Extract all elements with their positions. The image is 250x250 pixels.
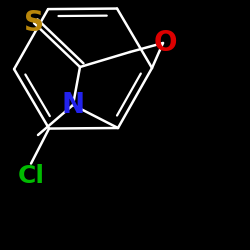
Text: S: S (24, 9, 44, 37)
Text: N: N (62, 91, 84, 119)
Text: O: O (153, 29, 177, 57)
Text: Cl: Cl (18, 164, 44, 188)
